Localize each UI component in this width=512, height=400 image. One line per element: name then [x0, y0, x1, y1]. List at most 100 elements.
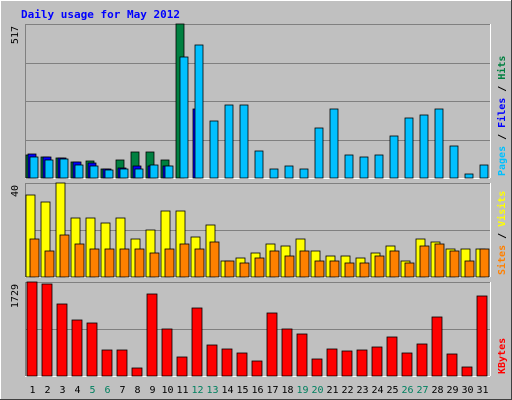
- bar-sites-day-31: [479, 248, 490, 278]
- bar-sites-day-4: [74, 243, 85, 278]
- legend-separator: /: [497, 227, 508, 245]
- x-axis-day-labels: 1 2 3 4 5 6 7 8 9 10 11 12 13 14 15 16 17 18 19 20 21 22 23 24 2…: [29, 385, 488, 396]
- x-tick-label-day-17: 17: [266, 385, 278, 396]
- bar-pages-day-31: [479, 164, 489, 179]
- bar-pages-day-20: [314, 127, 324, 179]
- legend-kbytes: KBytes: [497, 338, 508, 374]
- bar-pages-day-25: [389, 135, 399, 179]
- bar-sites-day-29: [449, 250, 460, 278]
- bar-pages-day-18: [284, 165, 294, 179]
- bar-kbytes-day-25: [386, 336, 398, 377]
- x-tick-label-day-28: 28: [431, 385, 443, 396]
- panel-visits-sites: 40 Sites / Visits: [10, 182, 508, 278]
- bar-pages-day-11: [179, 56, 189, 179]
- bar-pages-day-16: [254, 150, 264, 179]
- bar-kbytes-day-13: [206, 344, 218, 377]
- bar-sites-day-8: [134, 248, 145, 278]
- bar-kbytes-day-11: [176, 356, 188, 377]
- x-tick-label-day-10: 10: [161, 385, 173, 396]
- bar-pages-day-29: [449, 145, 459, 179]
- bar-kbytes-day-27: [416, 343, 428, 377]
- x-tick-label-day-21: 21: [326, 385, 338, 396]
- bar-pages-day-13: [209, 120, 219, 179]
- bar-kbytes-day-31: [476, 295, 488, 377]
- bar-pages-day-15: [239, 104, 249, 179]
- x-tick-label-day-14: 14: [221, 385, 233, 396]
- legend: Sites / Visits: [496, 191, 508, 275]
- x-tick-label-day-30: 30: [461, 385, 473, 396]
- chart-panels: 517 Pages / Files / Hits 40 Sites / Visits 1…: [10, 23, 508, 377]
- bar-pages-day-26: [404, 117, 414, 179]
- bar-pages-day-14: [224, 104, 234, 179]
- bar-sites-day-9: [149, 252, 160, 278]
- bar-sites-day-23: [359, 262, 370, 278]
- bar-kbytes-day-24: [371, 346, 383, 377]
- bar-pages-day-27: [419, 114, 429, 179]
- bar-sites-day-22: [344, 262, 355, 278]
- bar-sites-day-5: [89, 248, 100, 278]
- bar-kbytes-day-28: [431, 316, 443, 377]
- bar-kbytes-day-20: [311, 358, 323, 377]
- bar-kbytes-day-3: [56, 303, 68, 377]
- bar-kbytes-day-30: [461, 366, 473, 377]
- bar-pages-day-3: [59, 158, 69, 179]
- x-tick-label-day-16: 16: [251, 385, 263, 396]
- chart-title: Daily usage for May 2012: [21, 8, 180, 21]
- bar-sites-day-14: [224, 260, 235, 278]
- x-tick-label-day-4: 4: [74, 385, 80, 396]
- bar-sites-day-25: [389, 250, 400, 278]
- legend-files: Files: [496, 98, 508, 128]
- bar-pages-day-2: [44, 159, 54, 179]
- bar-pages-day-22: [344, 154, 354, 179]
- bar-sites-day-6: [104, 248, 115, 278]
- bar-kbytes-day-9: [146, 293, 158, 377]
- bar-kbytes-day-2: [41, 283, 53, 377]
- legend: Pages / Files / Hits: [496, 56, 508, 176]
- y-max-label: 517: [10, 26, 21, 44]
- bar-sites-day-16: [254, 257, 265, 278]
- bar-sites-day-13: [209, 241, 220, 278]
- bar-kbytes-day-1: [26, 281, 38, 377]
- bar-sites-day-15: [239, 262, 250, 278]
- bar-sites-day-10: [164, 248, 175, 278]
- bar-kbytes-day-14: [221, 348, 233, 377]
- bar-sites-day-24: [374, 255, 385, 278]
- legend-pages: Pages: [497, 146, 508, 176]
- bar-sites-day-21: [329, 260, 340, 278]
- bar-sites-day-30: [464, 260, 475, 278]
- x-tick-label-day-5: 5: [89, 385, 95, 396]
- bar-kbytes-day-15: [236, 352, 248, 377]
- panel-hits-files-pages: 517 Pages / Files / Hits: [10, 23, 508, 179]
- x-tick-label-day-9: 9: [149, 385, 155, 396]
- bar-sites-day-27: [419, 245, 430, 278]
- bar-sites-day-28: [434, 243, 445, 278]
- bar-pages-day-6: [104, 169, 114, 179]
- x-tick-label-day-27: 27: [416, 385, 428, 396]
- bar-pages-day-5: [89, 165, 99, 179]
- bar-pages-day-17: [269, 168, 279, 179]
- bar-kbytes-day-17: [266, 312, 278, 377]
- bar-kbytes-day-10: [161, 328, 173, 377]
- bar-kbytes-day-29: [446, 353, 458, 377]
- x-tick-label-day-11: 11: [176, 385, 188, 396]
- bar-pages-day-7: [119, 168, 129, 179]
- x-tick-label-day-22: 22: [341, 385, 353, 396]
- x-tick-label-day-18: 18: [281, 385, 293, 396]
- panel-kbytes: 1729 KBytes: [10, 281, 508, 377]
- bar-kbytes-day-5: [86, 322, 98, 377]
- bar-sites-day-18: [284, 255, 295, 278]
- legend-sites: Sites: [496, 245, 508, 275]
- x-tick-label-day-7: 7: [119, 385, 125, 396]
- bar-sites-day-26: [404, 262, 415, 278]
- bar-pages-day-8: [134, 168, 144, 179]
- bar-sites-day-17: [269, 250, 280, 278]
- x-tick-label-day-15: 15: [236, 385, 248, 396]
- bar-pages-day-30: [464, 173, 474, 179]
- bar-pages-day-24: [374, 154, 384, 179]
- x-tick-label-day-20: 20: [311, 385, 323, 396]
- x-tick-label-day-13: 13: [206, 385, 218, 396]
- x-tick-label-day-23: 23: [356, 385, 368, 396]
- bar-kbytes-day-19: [296, 333, 308, 377]
- bar-sites-day-1: [29, 238, 40, 278]
